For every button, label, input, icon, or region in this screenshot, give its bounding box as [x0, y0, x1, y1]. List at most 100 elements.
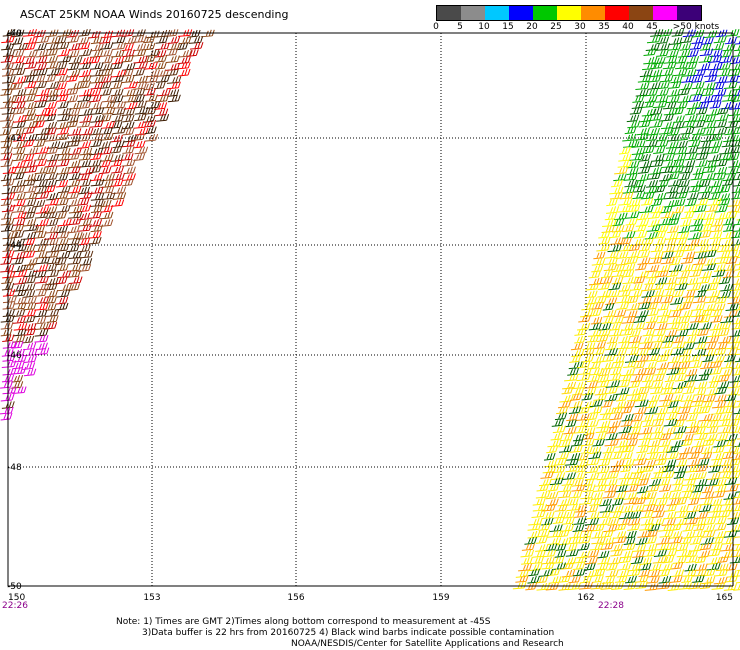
- wind-barb: [662, 101, 677, 110]
- wind-barb: [666, 49, 679, 58]
- wind-barb: [606, 556, 622, 565]
- wind-barb: [665, 141, 679, 149]
- wind-barb: [682, 295, 695, 304]
- wind-barb: [66, 191, 80, 200]
- wind-barb: [609, 186, 624, 195]
- wind-barb: [44, 101, 57, 110]
- wind-barb: [57, 101, 70, 109]
- wind-barb: [637, 250, 651, 259]
- wind-barb: [681, 120, 696, 128]
- wind-barb: [626, 388, 642, 396]
- wind-barb: [667, 225, 679, 234]
- wind-barb: [0, 314, 15, 323]
- wind-barb: [691, 263, 704, 272]
- wind-barb: [23, 218, 37, 227]
- wind-barb: [735, 356, 740, 363]
- wind-barb: [684, 205, 698, 213]
- wind-barb: [536, 483, 549, 492]
- wind-barb: [682, 386, 696, 395]
- wind-barb: [725, 347, 738, 356]
- wind-barb: [0, 159, 14, 168]
- wind-barb: [629, 153, 644, 161]
- wind-barb: [725, 29, 740, 37]
- wind-barb: [715, 342, 728, 350]
- wind-barb: [671, 569, 685, 577]
- wind-barb: [712, 303, 726, 312]
- wind-barb: [584, 297, 598, 305]
- wind-barb: [655, 498, 668, 506]
- wind-barb: [606, 198, 618, 207]
- legend-label: 25: [550, 22, 562, 32]
- wind-barb: [703, 524, 716, 533]
- wind-barb: [582, 387, 597, 396]
- latitude-label: -44: [7, 241, 22, 251]
- wind-barb: [13, 277, 28, 285]
- wind-barb: [711, 582, 726, 590]
- wind-barb: [693, 212, 707, 221]
- wind-barb: [659, 74, 674, 83]
- wind-barb: [639, 557, 653, 565]
- wind-barb: [673, 517, 688, 526]
- wind-barb: [112, 126, 127, 135]
- wind-barb: [674, 61, 689, 70]
- wind-barb: [592, 438, 605, 447]
- wind-barb: [725, 563, 738, 571]
- wind-barb: [592, 347, 606, 356]
- wind-barb: [101, 94, 117, 103]
- wind-barb: [642, 62, 657, 71]
- wind-barb: [723, 224, 736, 232]
- wind-barb: [584, 290, 598, 299]
- wind-barb: [693, 523, 706, 532]
- wind-barb: [615, 251, 629, 259]
- wind-barb: [627, 523, 641, 531]
- wind-barb: [562, 472, 576, 480]
- wind-barb: [586, 412, 599, 421]
- wind-barb: [689, 491, 702, 500]
- wind-barb: [23, 185, 38, 194]
- wind-barb: [569, 490, 583, 499]
- wind-barb: [707, 198, 722, 206]
- wind-barb: [22, 250, 36, 259]
- wind-barb: [696, 276, 711, 284]
- wind-barb: [626, 250, 641, 259]
- wind-barb: [698, 179, 711, 188]
- wind-barb: [34, 100, 47, 109]
- wind-barb: [688, 360, 703, 369]
- wind-barb: [674, 505, 689, 513]
- wind-barb: [35, 88, 50, 97]
- wind-barb: [554, 412, 568, 421]
- wind-barb: [692, 575, 705, 583]
- wind-barb: [547, 530, 562, 538]
- wind-barb: [134, 127, 149, 136]
- wind-barb: [704, 426, 719, 435]
- wind-barb: [712, 88, 727, 97]
- wind-barb: [583, 381, 598, 389]
- wind-barb: [672, 419, 685, 428]
- wind-barb: [34, 166, 49, 175]
- wind-barb: [0, 146, 13, 155]
- wind-barb: [46, 244, 61, 253]
- wind-barb: [111, 172, 126, 181]
- wind-barb: [671, 159, 685, 168]
- wind-barb: [608, 510, 622, 519]
- wind-barb: [716, 244, 731, 253]
- wind-barb: [661, 518, 676, 526]
- wind-barb: [23, 160, 36, 168]
- wind-barb: [167, 42, 181, 51]
- wind-barb: [551, 465, 566, 474]
- wind-barb: [88, 211, 102, 219]
- wind-barb: [716, 374, 730, 382]
- wind-barb: [673, 425, 687, 434]
- wind-barb: [110, 134, 123, 143]
- wind-barb: [577, 367, 593, 375]
- wind-barb: [35, 133, 50, 141]
- wind-barb: [90, 152, 103, 161]
- wind-barb: [610, 505, 624, 513]
- wind-barb: [642, 145, 655, 154]
- wind-barb: [638, 119, 651, 128]
- wind-barb: [689, 42, 703, 50]
- wind-barb: [11, 68, 26, 76]
- wind-barb: [678, 400, 693, 409]
- wind-barb: [664, 232, 679, 240]
